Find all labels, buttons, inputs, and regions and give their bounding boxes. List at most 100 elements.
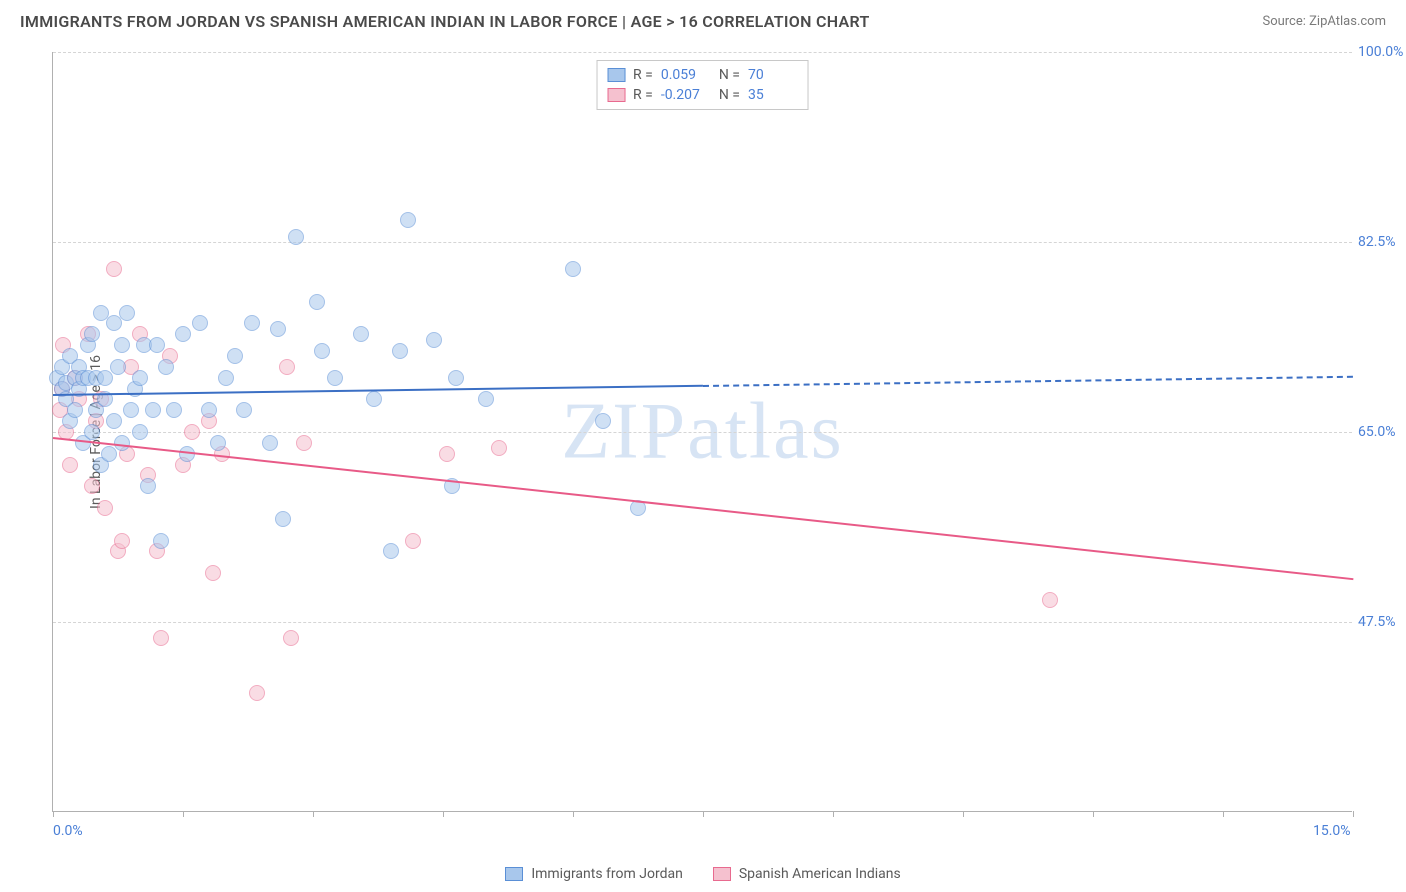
x-tick-mark (703, 811, 704, 817)
data-point (184, 424, 200, 440)
r-label: R = (633, 87, 653, 103)
data-point (314, 343, 330, 359)
data-point (132, 370, 148, 386)
data-point (426, 332, 442, 348)
stats-row: R = -0.207 N = 35 (607, 85, 798, 105)
data-point (439, 446, 455, 462)
data-point (218, 370, 234, 386)
data-point (153, 630, 169, 646)
data-point (448, 370, 464, 386)
data-point (201, 402, 217, 418)
data-point (106, 315, 122, 331)
chart-title: IMMIGRANTS FROM JORDAN VS SPANISH AMERIC… (20, 12, 870, 31)
data-point (166, 402, 182, 418)
data-point (97, 500, 113, 516)
data-point (106, 413, 122, 429)
data-point (84, 326, 100, 342)
legend-item: Immigrants from Jordan (505, 866, 683, 882)
data-point (123, 402, 139, 418)
data-point (262, 435, 278, 451)
data-point (275, 511, 291, 527)
data-point (97, 370, 113, 386)
n-value: 70 (748, 67, 798, 83)
stats-row: R =0.059N =70 (607, 65, 798, 85)
data-point (114, 435, 130, 451)
gridline (53, 432, 1352, 433)
n-value: 35 (748, 87, 798, 103)
data-point (192, 315, 208, 331)
data-point (140, 478, 156, 494)
regression-line (703, 376, 1353, 387)
data-point (67, 402, 83, 418)
data-point (145, 402, 161, 418)
data-point (227, 348, 243, 364)
data-point (478, 391, 494, 407)
x-tick-mark (443, 811, 444, 817)
data-point (62, 457, 78, 473)
legend-item: Spanish American Indians (713, 866, 901, 882)
x-tick-mark (573, 811, 574, 817)
x-tick-mark (833, 811, 834, 817)
n-label: N = (719, 87, 740, 103)
correlation-stats-box: R = 0.059 N = 70 R = -0.207 N = 35 (596, 60, 809, 110)
y-tick-label: 82.5% (1358, 234, 1402, 250)
data-point (309, 294, 325, 310)
data-point (595, 413, 611, 429)
n-label: N = (719, 67, 740, 83)
data-point (158, 359, 174, 375)
x-tick-mark (53, 811, 54, 817)
data-point (1042, 592, 1058, 608)
legend-swatch (607, 68, 625, 82)
data-point (84, 478, 100, 494)
data-point (327, 370, 343, 386)
legend-label: Spanish American Indians (739, 866, 901, 882)
gridline (53, 622, 1352, 623)
chart-source: Source: ZipAtlas.com (1262, 14, 1386, 29)
gridline (53, 242, 1352, 243)
y-tick-label: 47.5% (1358, 614, 1402, 630)
data-point (236, 402, 252, 418)
data-point (101, 446, 117, 462)
legend-swatch (505, 867, 523, 881)
data-point (153, 533, 169, 549)
x-tick-label: 15.0% (1313, 823, 1351, 839)
x-tick-mark (183, 811, 184, 817)
data-point (288, 229, 304, 245)
x-tick-mark (1353, 811, 1354, 817)
data-point (383, 543, 399, 559)
data-point (392, 343, 408, 359)
gridline (53, 52, 1352, 53)
chart-header: IMMIGRANTS FROM JORDAN VS SPANISH AMERIC… (0, 0, 1406, 39)
x-tick-mark (313, 811, 314, 817)
legend-swatch (607, 88, 625, 102)
data-point (110, 359, 126, 375)
data-point (114, 533, 130, 549)
data-point (296, 435, 312, 451)
data-point (205, 565, 221, 581)
regression-line (53, 437, 1353, 580)
data-point (149, 337, 165, 353)
data-point (175, 326, 191, 342)
data-point (84, 424, 100, 440)
x-tick-mark (1093, 811, 1094, 817)
data-point (283, 630, 299, 646)
data-point (114, 337, 130, 353)
data-point (353, 326, 369, 342)
data-point (400, 212, 416, 228)
y-tick-label: 65.0% (1358, 424, 1402, 440)
data-point (405, 533, 421, 549)
x-tick-mark (1223, 811, 1224, 817)
data-point (270, 321, 286, 337)
data-point (279, 359, 295, 375)
data-point (119, 305, 135, 321)
data-point (132, 424, 148, 440)
data-point (106, 261, 122, 277)
x-tick-mark (963, 811, 964, 817)
data-point (366, 391, 382, 407)
r-value: -0.207 (661, 87, 711, 103)
x-tick-label: 0.0% (53, 823, 83, 839)
data-point (491, 440, 507, 456)
r-value: 0.059 (661, 67, 711, 83)
data-point (249, 685, 265, 701)
legend-swatch (713, 867, 731, 881)
